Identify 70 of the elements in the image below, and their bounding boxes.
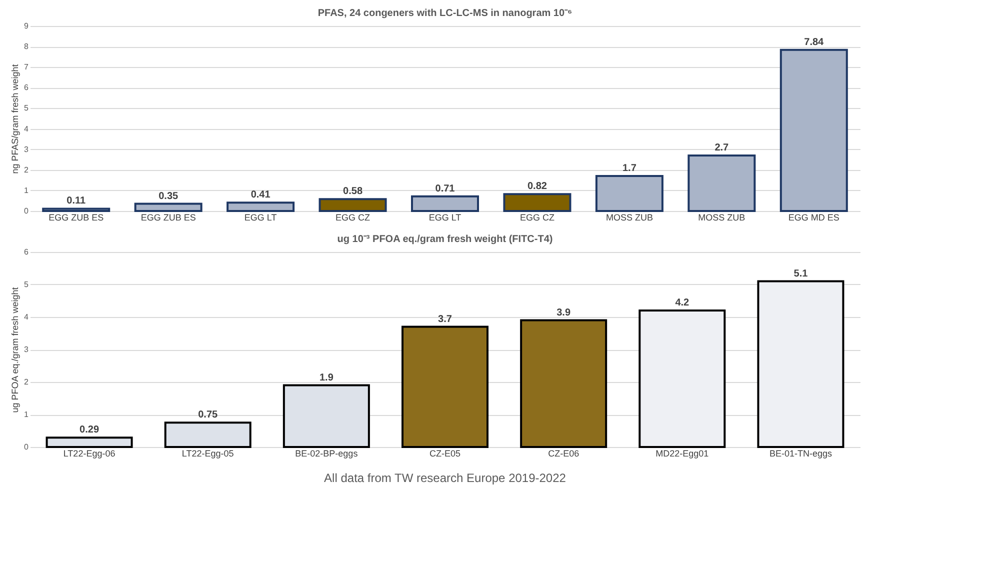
data-label: 7.84 [804,36,824,48]
x-tick-label: CZ-E06 [548,448,580,458]
x-tick-label: EGG CZ [520,212,555,222]
data-label: 0.35 [158,190,178,202]
x-tick-label: EGG ZUB ES [140,212,196,222]
bar [780,48,848,212]
y-tick-label: 4 [24,124,30,134]
y-tick-label: 2 [24,378,30,386]
data-label: 0.29 [80,424,100,436]
bar [595,175,664,212]
y-tick-label: 9 [24,22,30,30]
bar [42,208,110,212]
y-tick-label: 8 [24,42,30,52]
bar [46,436,133,448]
data-label: 0.58 [343,186,363,198]
y-tick-label: 0 [24,442,30,452]
data-label: 3.9 [556,307,571,318]
data-label: 0.82 [527,181,548,192]
y-axis-title: ug PFOA eq./gram fresh weight [10,286,20,413]
bar [520,319,608,448]
x-tick-label: EGG CZ [336,212,371,222]
bar [226,202,295,212]
y-tick-label: 5 [24,104,30,113]
x-tick-label: MD22-Egg01 [656,448,709,458]
bar [688,154,756,212]
bar [757,280,844,448]
x-tick-label: EGG ZUB ES [48,212,104,222]
y-axis-title: ng PFAS/gram fresh weight [10,64,20,174]
x-tick-label: BE-02-BP-eggs [295,448,358,458]
data-label: 0.41 [250,190,271,201]
y-tick-label: 4 [24,312,30,322]
x-tick-label: LT22-Egg-05 [182,448,234,458]
y-tick-label: 5 [24,280,30,289]
x-tick-label: MOSS ZUB [698,212,746,222]
bar [411,195,479,212]
data-label: 1.7 [622,163,637,174]
bar [134,202,202,212]
bar [503,193,572,212]
bar [318,198,387,212]
bar [164,422,252,448]
bar [638,310,726,448]
chart-title: ug 10⁻³ PFOA eq./gram fresh weight (FITC-T4) [337,234,553,245]
y-tick-label: 3 [24,144,30,154]
x-tick-label: EGG LT [244,212,278,222]
data-label: 4.2 [675,298,690,308]
bar [402,326,488,448]
x-tick-label: CZ-E05 [429,448,461,458]
y-tick-label: 7 [24,62,30,72]
y-tick-label: 1 [24,186,30,195]
y-tick-label: 6 [24,248,30,256]
data-label: 1.9 [319,372,334,384]
y-tick-label: 1 [24,410,30,419]
data-label: 0.71 [435,183,456,194]
data-label: 3.7 [438,314,452,325]
y-tick-label: 3 [24,345,30,354]
chart-title: PFAS, 24 congeners with LC-LC-MS in nanogram 10⁻⁶ [318,8,572,19]
x-tick-label: LT22-Egg-06 [63,448,116,458]
data-label: 5.1 [794,268,808,280]
bar [282,384,370,448]
x-tick-label: MOSS ZUB [606,212,653,222]
x-tick-label: EGG LT [428,212,462,222]
y-tick-label: 2 [24,165,30,174]
y-tick-label: 6 [24,83,30,92]
x-tick-label: EGG MD ES [788,212,840,222]
y-tick-label: 0 [24,206,30,216]
text: All data from TW research Europe 2019-2022 [324,471,566,485]
data-label: 0.11 [66,196,86,207]
data-label: 2.7 [714,142,730,154]
x-tick-label: BE-01-TN-eggs [769,448,832,458]
data-label: 0.75 [198,410,218,421]
